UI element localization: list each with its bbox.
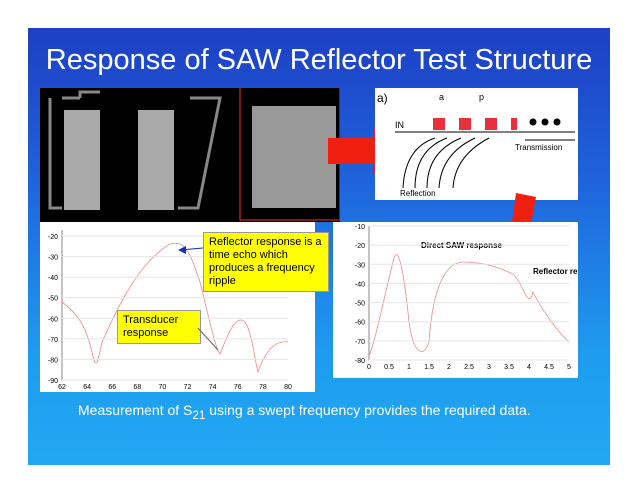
x-tick-label: 78: [259, 384, 267, 391]
slide-title: Response of SAW Reflector Test Structure: [45, 44, 593, 76]
reflection-label: Reflection: [400, 189, 436, 198]
x-tick-label: 4.5: [544, 364, 554, 371]
y-tick-label: -90: [48, 378, 58, 385]
x-tick-label: 62: [58, 384, 66, 391]
caption: Measurement of S21 using a swept frequen…: [78, 402, 531, 422]
y-tick-label: -30: [355, 262, 365, 269]
y-tick-label: -70: [355, 339, 365, 346]
x-tick-label: 68: [133, 384, 141, 391]
time-plot: Direct SAW response Reflector response -…: [333, 222, 578, 378]
x-tick-label: 2: [447, 364, 451, 371]
x-tick-label: 0: [367, 364, 371, 371]
x-tick-label: 1.5: [424, 364, 434, 371]
callout-reflector: Reflector response is a time echo which …: [203, 232, 329, 292]
slide: Response of SAW Reflector Test Structure…: [28, 28, 610, 465]
x-tick-label: 72: [184, 384, 192, 391]
x-tick-label: 80: [284, 384, 292, 391]
x-tick-label: 5: [567, 364, 571, 371]
dim-p: p: [479, 92, 484, 102]
y-tick-label: -70: [48, 337, 58, 344]
caption-text: using a swept frequency provides the req…: [205, 402, 531, 418]
x-tick-label: 3.5: [504, 364, 514, 371]
x-tick-label: 0.5: [384, 364, 394, 371]
x-tick-label: 4: [527, 364, 531, 371]
panel-label: a): [377, 91, 388, 105]
reflector-diagram: a) a p IN Transmission Reflection: [375, 88, 578, 200]
y-tick-label: -40: [355, 281, 365, 288]
y-tick-label: -80: [355, 358, 365, 365]
y-tick-label: -20: [48, 234, 58, 241]
y-tick-label: -60: [355, 320, 365, 327]
caption-subscript: 21: [192, 408, 206, 422]
x-tick-label: 70: [159, 384, 167, 391]
caption-text: Measurement of S: [78, 402, 193, 418]
x-tick-label: 2.5: [464, 364, 474, 371]
y-tick-label: -20: [355, 243, 365, 250]
x-tick-label: 74: [209, 384, 217, 391]
in-label: IN: [395, 120, 404, 130]
callout-transducer: Transducer response: [117, 310, 201, 344]
micrograph: [40, 88, 340, 222]
dim-a: a: [439, 92, 444, 102]
y-tick-label: -10: [355, 224, 365, 231]
x-tick-label: 76: [234, 384, 242, 391]
annotation-reflector: Reflector response: [533, 267, 578, 276]
y-tick-label: -50: [48, 296, 58, 303]
x-tick-label: 1: [407, 364, 411, 371]
y-tick-label: -60: [48, 316, 58, 323]
x-tick-label: 64: [83, 384, 91, 391]
y-tick-label: -30: [48, 255, 58, 262]
y-tick-label: -50: [355, 301, 365, 308]
transmission-label: Transmission: [515, 143, 562, 152]
y-tick-label: -40: [48, 275, 58, 282]
y-tick-label: -80: [48, 357, 58, 364]
x-tick-label: 3: [487, 364, 491, 371]
x-tick-label: 66: [108, 384, 116, 391]
